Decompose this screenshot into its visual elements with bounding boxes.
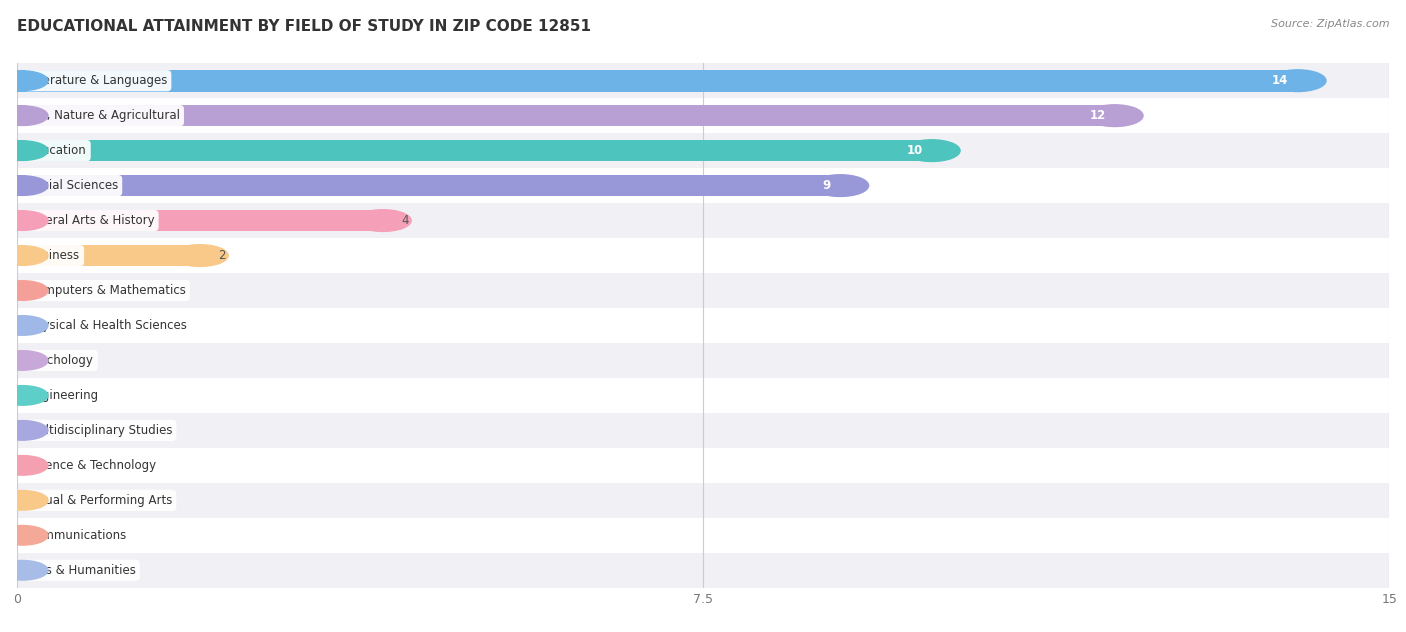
- Text: 0: 0: [35, 564, 42, 577]
- Bar: [17, 133, 1389, 168]
- Text: Science & Technology: Science & Technology: [28, 459, 156, 472]
- Text: Communications: Communications: [28, 529, 127, 542]
- Bar: [17, 273, 1389, 308]
- Bar: [17, 63, 1389, 98]
- Circle shape: [0, 141, 48, 161]
- Bar: [17, 70, 1298, 92]
- Bar: [17, 98, 1389, 133]
- Circle shape: [0, 281, 48, 300]
- Text: Visual & Performing Arts: Visual & Performing Arts: [28, 494, 172, 507]
- Text: Literature & Languages: Literature & Languages: [28, 74, 167, 87]
- Bar: [17, 518, 1389, 553]
- Bar: [17, 448, 1389, 483]
- Text: 10: 10: [907, 144, 922, 157]
- Bar: [17, 238, 1389, 273]
- Circle shape: [0, 490, 48, 510]
- Circle shape: [0, 351, 48, 370]
- Text: Social Sciences: Social Sciences: [28, 179, 118, 192]
- Circle shape: [903, 140, 960, 161]
- Text: Source: ZipAtlas.com: Source: ZipAtlas.com: [1271, 19, 1389, 29]
- Circle shape: [0, 106, 48, 125]
- Bar: [17, 378, 1389, 413]
- Text: 9: 9: [823, 179, 831, 192]
- Circle shape: [0, 316, 48, 335]
- Text: 12: 12: [1090, 109, 1105, 122]
- Circle shape: [0, 386, 48, 405]
- Circle shape: [0, 211, 48, 230]
- Text: Bio, Nature & Agricultural: Bio, Nature & Agricultural: [28, 109, 180, 122]
- Bar: [17, 105, 1115, 126]
- Text: EDUCATIONAL ATTAINMENT BY FIELD OF STUDY IN ZIP CODE 12851: EDUCATIONAL ATTAINMENT BY FIELD OF STUDY…: [17, 19, 591, 34]
- Text: Multidisciplinary Studies: Multidisciplinary Studies: [28, 424, 173, 437]
- Text: 0: 0: [35, 494, 42, 507]
- Circle shape: [0, 561, 48, 580]
- Circle shape: [0, 246, 48, 265]
- Circle shape: [0, 71, 48, 90]
- Circle shape: [0, 456, 48, 475]
- Text: 0: 0: [35, 424, 42, 437]
- Text: 0: 0: [35, 284, 42, 297]
- Bar: [17, 343, 1389, 378]
- Text: 4: 4: [401, 214, 409, 227]
- Text: Education: Education: [28, 144, 87, 157]
- Bar: [17, 483, 1389, 518]
- Text: Computers & Mathematics: Computers & Mathematics: [28, 284, 186, 297]
- Text: Arts & Humanities: Arts & Humanities: [28, 564, 136, 577]
- Text: 0: 0: [35, 389, 42, 402]
- Text: Physical & Health Sciences: Physical & Health Sciences: [28, 319, 187, 332]
- Bar: [17, 308, 1389, 343]
- Circle shape: [1087, 105, 1143, 126]
- Circle shape: [0, 176, 48, 195]
- Circle shape: [172, 245, 228, 266]
- Circle shape: [0, 421, 48, 440]
- Text: Liberal Arts & History: Liberal Arts & History: [28, 214, 155, 227]
- Circle shape: [354, 210, 411, 231]
- Bar: [17, 210, 382, 231]
- Bar: [17, 553, 1389, 588]
- Bar: [17, 203, 1389, 238]
- Bar: [17, 245, 200, 266]
- Circle shape: [811, 175, 869, 197]
- Text: 0: 0: [35, 529, 42, 542]
- Text: 0: 0: [35, 459, 42, 472]
- Text: 0: 0: [35, 354, 42, 367]
- Bar: [17, 168, 1389, 203]
- Text: 14: 14: [1272, 74, 1288, 87]
- Bar: [17, 140, 932, 161]
- Text: 2: 2: [218, 249, 225, 262]
- Circle shape: [0, 526, 48, 545]
- Text: Psychology: Psychology: [28, 354, 94, 367]
- Text: Engineering: Engineering: [28, 389, 98, 402]
- Text: 0: 0: [35, 319, 42, 332]
- Bar: [17, 175, 841, 197]
- Circle shape: [1270, 70, 1326, 92]
- Bar: [17, 413, 1389, 448]
- Text: Business: Business: [28, 249, 80, 262]
